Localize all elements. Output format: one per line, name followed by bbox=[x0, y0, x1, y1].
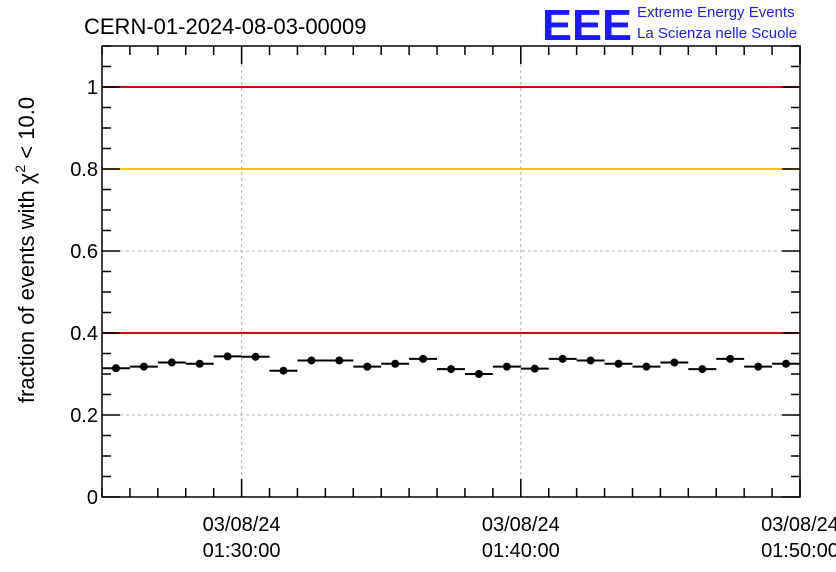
x-tick-labels: 03/08/24 01:30:00 03/08/24 01:40:00 03/08/24… bbox=[203, 514, 836, 562]
data-point bbox=[492, 362, 521, 371]
data-point bbox=[772, 359, 800, 368]
chart-title: CERN-01-2024-08-03-00009 bbox=[84, 14, 367, 39]
y-tick-label: 0.2 bbox=[70, 405, 98, 427]
point-marker bbox=[223, 352, 232, 361]
point-marker bbox=[363, 362, 372, 371]
data-point bbox=[409, 354, 438, 363]
grid bbox=[102, 46, 800, 497]
point-marker bbox=[614, 359, 623, 368]
point-marker bbox=[195, 359, 204, 368]
point-marker bbox=[670, 358, 679, 367]
point-marker bbox=[167, 358, 176, 367]
data-point bbox=[576, 356, 605, 365]
plot-frame bbox=[101, 45, 801, 498]
data-point bbox=[520, 364, 549, 373]
y-axis-label-prefix: fraction of events with bbox=[14, 184, 39, 403]
data-point bbox=[325, 356, 354, 365]
x-tick-label-time: 01:40:00 bbox=[482, 540, 560, 562]
data-point bbox=[269, 366, 298, 375]
data-point bbox=[688, 365, 717, 374]
y-tick-label: 0.8 bbox=[70, 159, 98, 181]
data-point bbox=[716, 354, 745, 363]
data-series bbox=[102, 352, 800, 378]
y-tick-labels: 0 0.2 0.4 0.6 0.8 1 bbox=[70, 77, 98, 509]
point-marker bbox=[139, 362, 148, 371]
point-marker bbox=[782, 359, 791, 368]
data-point bbox=[241, 352, 270, 361]
point-marker bbox=[251, 352, 260, 361]
data-point bbox=[381, 359, 410, 368]
data-point bbox=[157, 358, 186, 367]
data-point bbox=[548, 354, 577, 363]
point-marker bbox=[474, 370, 483, 378]
y-tick-label: 1 bbox=[87, 77, 98, 99]
y-axis-label: fraction of events with χ2 < 10.0 bbox=[12, 97, 39, 403]
point-marker bbox=[530, 364, 539, 373]
point-marker bbox=[586, 356, 595, 365]
data-point bbox=[660, 358, 689, 367]
point-marker bbox=[726, 354, 735, 363]
logo-line2: La Scienza nelle Scuole bbox=[637, 25, 797, 42]
x-tick-label-time: 01:50:00 bbox=[761, 540, 836, 562]
logo-mark: EEE bbox=[542, 1, 632, 50]
y-axis-label-suffix: < 10.0 bbox=[14, 97, 39, 165]
data-point bbox=[464, 370, 493, 378]
data-point bbox=[297, 356, 326, 365]
y-tick-label: 0.6 bbox=[70, 241, 98, 263]
data-point bbox=[744, 362, 773, 371]
data-point bbox=[353, 362, 382, 371]
eee-logo: EEE Extreme Energy Events La Scienza nel… bbox=[542, 1, 797, 50]
point-marker bbox=[111, 364, 120, 373]
point-marker bbox=[391, 359, 400, 368]
y-axis-label-sup: 2 bbox=[12, 165, 28, 173]
data-point bbox=[185, 359, 214, 368]
point-marker bbox=[502, 362, 511, 371]
axis-ticks bbox=[101, 45, 801, 498]
logo-line1: Extreme Energy Events bbox=[637, 4, 795, 21]
point-marker bbox=[754, 362, 763, 371]
x-tick-label-date: 03/08/24 bbox=[761, 514, 836, 536]
point-marker bbox=[642, 362, 651, 371]
point-marker bbox=[558, 354, 567, 363]
x-tick-label-time: 01:30:00 bbox=[203, 540, 281, 562]
y-axis-label-chi: χ bbox=[14, 172, 39, 184]
point-marker bbox=[447, 365, 455, 374]
x-tick-label-date: 03/08/24 bbox=[482, 514, 560, 536]
point-marker bbox=[279, 366, 288, 375]
data-point bbox=[213, 352, 242, 361]
x-tick-label-date: 03/08/24 bbox=[203, 514, 281, 536]
data-point bbox=[102, 364, 130, 373]
data-point bbox=[632, 362, 661, 371]
y-tick-label: 0.4 bbox=[70, 323, 98, 345]
reference-lines bbox=[102, 86, 800, 334]
point-marker bbox=[307, 356, 316, 365]
data-point bbox=[437, 365, 465, 374]
data-point bbox=[604, 359, 633, 368]
point-marker bbox=[698, 365, 707, 374]
y-tick-label: 0 bbox=[87, 487, 98, 509]
point-marker bbox=[419, 354, 428, 363]
point-marker bbox=[335, 356, 344, 365]
data-point bbox=[129, 362, 158, 371]
